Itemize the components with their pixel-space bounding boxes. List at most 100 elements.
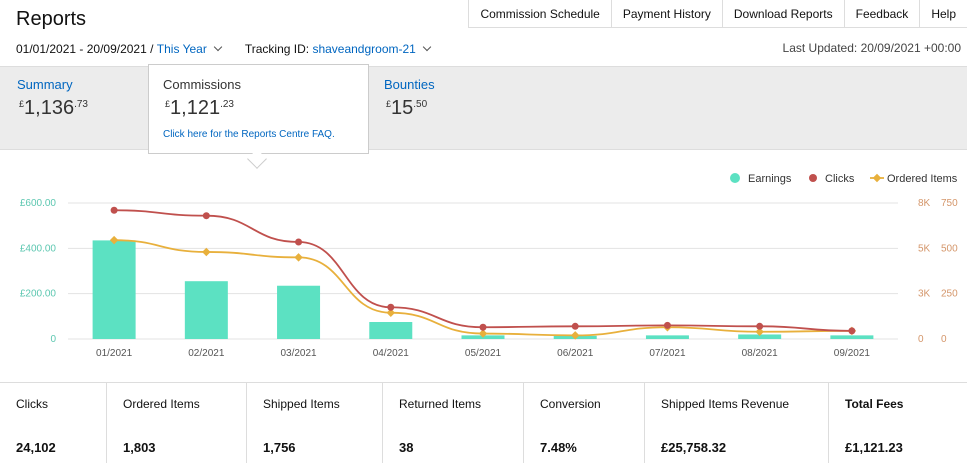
period-dropdown[interactable]: This Year xyxy=(156,42,207,56)
payment-history-link[interactable]: Payment History xyxy=(610,0,722,28)
stat-value: £1,121.23 xyxy=(845,440,903,455)
x-tick-label: 01/2021 xyxy=(96,348,133,359)
bounties-label[interactable]: Bounties xyxy=(384,77,435,92)
clicks-point xyxy=(295,238,303,246)
ordered-items-point xyxy=(755,327,764,336)
y-right-clicks-tick-label: 3K xyxy=(918,289,931,300)
x-tick-label: 07/2021 xyxy=(649,348,686,359)
clicks-point xyxy=(110,206,118,214)
stat-shipped-items-revenue: Shipped Items Revenue £25,758.32 xyxy=(645,383,829,463)
stat-label: Ordered Items xyxy=(123,397,200,411)
clicks-point xyxy=(663,321,671,329)
clicks-point xyxy=(387,303,395,311)
last-updated-text: Last Updated: 20/09/2021 +00:00 xyxy=(782,41,961,55)
summary-decimals: .73 xyxy=(74,99,88,110)
x-tick-label: 03/2021 xyxy=(280,348,317,359)
stat-clicks: Clicks 24,102 xyxy=(0,383,107,463)
y-right-items-tick-label: 750 xyxy=(941,198,958,209)
ordered-items-point xyxy=(202,247,211,257)
y-left-tick-label: £400.00 xyxy=(20,243,57,254)
bounties-main: 15 xyxy=(391,97,414,119)
feedback-link[interactable]: Feedback xyxy=(843,0,920,28)
earnings-bar xyxy=(645,335,689,339)
stat-value: 1,803 xyxy=(123,440,156,455)
x-tick-label: 09/2021 xyxy=(834,348,871,359)
y-right-clicks-tick-label: 5K xyxy=(918,243,931,254)
stat-value: 24,102 xyxy=(16,440,56,455)
y-left-tick-label: 0 xyxy=(50,334,56,345)
x-tick-label: 08/2021 xyxy=(742,348,779,359)
ordered-items-point xyxy=(478,329,488,338)
y-right-clicks-tick-label: 0 xyxy=(918,334,924,345)
stat-conversion: Conversion 7.48% xyxy=(524,383,645,463)
commissions-label: Commissions xyxy=(163,77,242,92)
top-navigation: Commission Schedule Payment History Down… xyxy=(468,0,967,28)
legend-clicks-label: Clicks xyxy=(825,173,855,185)
stat-label: Total Fees xyxy=(845,397,904,411)
commissions-decimals: .23 xyxy=(220,99,234,110)
commissions-value: £1,121.23 xyxy=(165,97,234,120)
x-tick-label: 02/2021 xyxy=(188,348,225,359)
legend-earnings-marker xyxy=(730,173,740,183)
earnings-bar xyxy=(277,285,321,339)
commissions-main: 1,121 xyxy=(170,97,221,119)
download-reports-link[interactable]: Download Reports xyxy=(721,0,844,28)
ordered-items-point xyxy=(386,308,396,317)
commissions-currency: £ xyxy=(165,99,171,109)
legend-ordered-items-marker xyxy=(872,173,882,183)
y-left-tick-label: £600.00 xyxy=(20,198,57,209)
page-title: Reports xyxy=(16,8,87,30)
commissions-card[interactable]: Commissions £1,121.23 Click here for the… xyxy=(148,64,369,154)
summary-label[interactable]: Summary xyxy=(17,77,73,92)
stat-value: 38 xyxy=(399,440,414,455)
y-right-clicks-tick-label: 8K xyxy=(918,198,931,209)
summary-main: 1,136 xyxy=(24,97,75,119)
y-right-items-tick-label: 250 xyxy=(941,289,958,300)
legend-clicks-marker xyxy=(809,174,817,182)
y-left-tick-label: £200.00 xyxy=(20,289,57,300)
report-filters: 01/01/2021 - 20/09/2021 / This Year Trac… xyxy=(16,42,440,56)
clicks-line xyxy=(114,209,852,332)
stat-total-fees: Total Fees £1,121.23 xyxy=(829,383,967,463)
clicks-point xyxy=(479,323,487,331)
date-range-text: 01/01/2021 - 20/09/2021 / xyxy=(16,42,154,56)
stat-value: £25,758.32 xyxy=(661,440,727,455)
clicks-point xyxy=(202,212,210,220)
clicks-point xyxy=(571,322,579,330)
earnings-bar xyxy=(369,322,413,339)
stats-bar: Clicks 24,102 Ordered Items 1,803 Shipped It… xyxy=(0,382,967,463)
stat-ordered-items: Ordered Items 1,803 xyxy=(107,383,247,463)
y-right-items-tick-label: 0 xyxy=(941,334,947,345)
stat-label: Shipped Items Revenue xyxy=(661,397,790,411)
bounties-value: £15.50 xyxy=(386,97,427,120)
earnings-bar xyxy=(184,281,228,339)
commission-schedule-link[interactable]: Commission Schedule xyxy=(468,0,611,28)
tracking-id-chevron-down-icon[interactable] xyxy=(422,42,432,52)
tracking-id-label: Tracking ID: xyxy=(244,42,310,56)
stat-label: Shipped Items xyxy=(263,397,340,411)
summary-cards: Summary £1,136.73 Bounties £15.50 xyxy=(0,66,967,150)
ordered-items-point xyxy=(294,253,303,262)
earnings-bar xyxy=(830,335,874,339)
stat-label: Clicks xyxy=(16,397,48,411)
earnings-bar xyxy=(92,240,136,339)
period-chevron-down-icon[interactable] xyxy=(213,42,223,52)
bounties-currency: £ xyxy=(386,99,392,109)
reports-faq-link[interactable]: Click here for the Reports Centre FAQ. xyxy=(163,129,335,140)
earnings-bar xyxy=(738,334,782,339)
ordered-items-line xyxy=(114,239,852,337)
bounties-card[interactable]: Bounties £15.50 xyxy=(384,67,504,151)
help-link[interactable]: Help xyxy=(919,0,967,28)
tracking-id-dropdown[interactable]: shaveandgroom-21 xyxy=(312,42,416,56)
bounties-decimals: .50 xyxy=(413,99,428,110)
stat-label: Returned Items xyxy=(399,397,482,411)
summary-card[interactable]: Summary £1,136.73 xyxy=(17,67,137,151)
stat-label: Conversion xyxy=(540,397,601,411)
x-tick-label: 06/2021 xyxy=(557,348,594,359)
ordered-items-point xyxy=(109,235,119,245)
summary-currency: £ xyxy=(19,99,25,109)
y-right-items-tick-label: 500 xyxy=(941,243,958,254)
stat-value: 7.48% xyxy=(540,440,577,455)
legend-ordered-items-label: Ordered Items xyxy=(887,173,958,185)
x-tick-label: 04/2021 xyxy=(373,348,410,359)
